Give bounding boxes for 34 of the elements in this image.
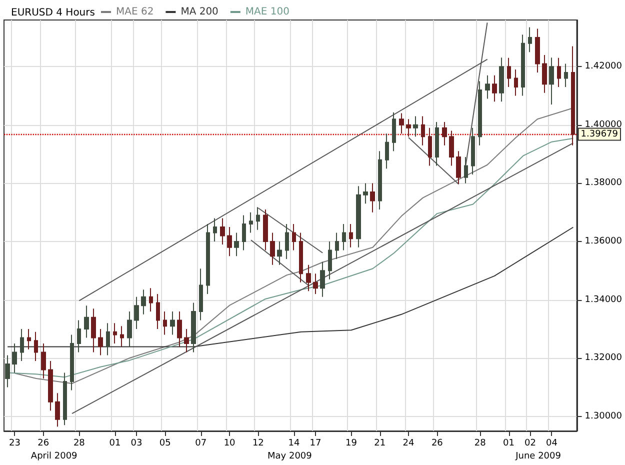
x-tick-label: 01 — [109, 438, 121, 448]
x-tick-label: 10 — [224, 438, 236, 448]
x-tick-label: 07 — [195, 438, 207, 448]
x-tick-label: 26 — [38, 438, 50, 448]
y-tick-label: 1.42000 — [584, 62, 622, 72]
y-tick-label: 1.30000 — [584, 411, 622, 422]
x-tick-label: 23 — [9, 438, 20, 448]
legend-label: MAE 100 — [245, 6, 290, 18]
text: May 2009 — [268, 452, 312, 462]
x-tick-label: 01 — [503, 438, 514, 448]
x-tick-label: 21 — [374, 438, 386, 448]
chart-title: EURUSD 4 Hours — [11, 8, 95, 18]
x-tick-label: 26 — [431, 438, 444, 448]
y-tick-label: 1.32000 — [584, 353, 622, 364]
x-tick-label: 14 — [288, 438, 300, 448]
x-tick-label: 28 — [73, 438, 86, 448]
x-tick-label: 02 — [524, 438, 536, 448]
x-tick-label: 03 — [130, 438, 142, 448]
legend-label: MAE 62 — [116, 6, 154, 18]
x-tick-label: 17 — [310, 438, 322, 448]
x-tick-label: 04 — [546, 438, 558, 448]
legend-label: MA 200 — [180, 6, 218, 18]
text: June 2009 — [514, 452, 562, 462]
x-tick-label: 28 — [474, 438, 486, 448]
x-tick-label: 24 — [402, 438, 415, 448]
y-tick-label: 1.40000 — [584, 120, 622, 130]
text: April 2009 — [30, 452, 78, 462]
y-tick-label: 1.34000 — [584, 294, 622, 305]
x-tick-label: 12 — [252, 438, 264, 448]
y-tick-label: 1.36000 — [584, 236, 622, 247]
x-tick-label: 19 — [346, 438, 358, 448]
y-tick-label: 1.38000 — [584, 178, 622, 188]
ref-line-label: 1.39679 — [580, 129, 618, 140]
x-tick-label: 05 — [159, 438, 171, 448]
